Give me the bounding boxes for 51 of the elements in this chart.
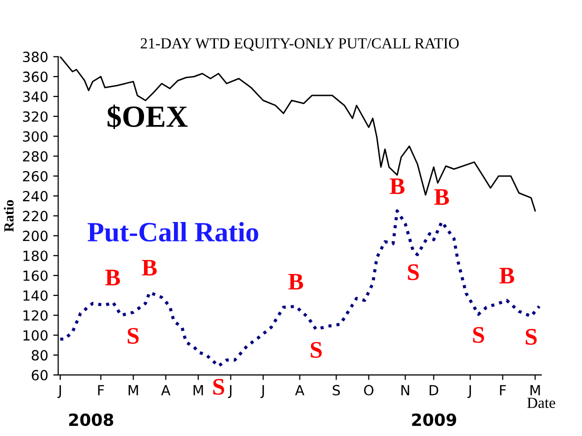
- y-tick-label: 160: [23, 270, 48, 281]
- x-tick-label: A: [161, 385, 170, 396]
- y-tick-label: 340: [23, 91, 48, 102]
- annotation: B: [390, 178, 405, 194]
- y-tick-label: 380: [23, 52, 48, 62]
- y-tick-label: 260: [22, 171, 48, 182]
- x-tick-label: S: [332, 384, 340, 396]
- annotation: B: [288, 274, 304, 290]
- x-tick-label: O: [364, 384, 374, 396]
- y-tick-label: 100: [23, 330, 48, 341]
- annotation: S: [310, 342, 322, 358]
- annotation: S: [473, 327, 484, 343]
- x-tick-label: M: [194, 385, 203, 396]
- y-tick-label: 200: [22, 230, 48, 242]
- y-axis-title: Ratio: [4, 200, 14, 232]
- x-tick-label: J: [228, 385, 232, 398]
- chart-title: 21-DAY WTD EQUITY-ONLY PUT/CALL RATIO: [140, 38, 459, 51]
- x-tick-label: M: [128, 385, 138, 396]
- y-tick-label: 220: [22, 210, 48, 222]
- x-tick-label: N: [401, 385, 410, 396]
- annotation: S: [408, 264, 419, 280]
- y-tick-label: 320: [23, 111, 48, 122]
- line-series: [58, 209, 541, 368]
- x-tick-label: M: [530, 385, 540, 396]
- x-tick-label: J: [467, 385, 471, 398]
- x-tick-label: F: [500, 385, 506, 396]
- series-label: $OEX: [108, 104, 188, 130]
- annotation: B: [499, 268, 514, 284]
- y-tick-label: 300: [23, 131, 48, 142]
- annotation: B: [434, 189, 449, 205]
- text: 2008: [69, 413, 114, 426]
- y-tick-label: 140: [23, 290, 48, 301]
- x-tick-label: F: [98, 385, 104, 396]
- y-tick-label: 80: [32, 350, 48, 361]
- y-tick-label: 120: [23, 310, 48, 321]
- x-tick-label: J: [260, 385, 264, 398]
- text: Put-Call Ratio: [88, 222, 258, 242]
- x-tick-label: D: [430, 385, 438, 396]
- y-tick-label: 240: [22, 190, 48, 202]
- y-tick-label: 60: [32, 370, 48, 380]
- y-tick-label: 360: [23, 72, 48, 82]
- text: 2009: [412, 413, 456, 426]
- annotation: B: [105, 270, 120, 286]
- annotation: S: [526, 328, 537, 345]
- annotation: S: [128, 328, 139, 344]
- y-tick-label: 180: [23, 250, 48, 262]
- x-axis-title: Date: [527, 398, 556, 408]
- x-tick-label: J: [57, 385, 61, 398]
- annotation: B: [142, 260, 157, 276]
- x-tick-label: A: [295, 385, 304, 396]
- y-tick-label: 280: [22, 151, 48, 162]
